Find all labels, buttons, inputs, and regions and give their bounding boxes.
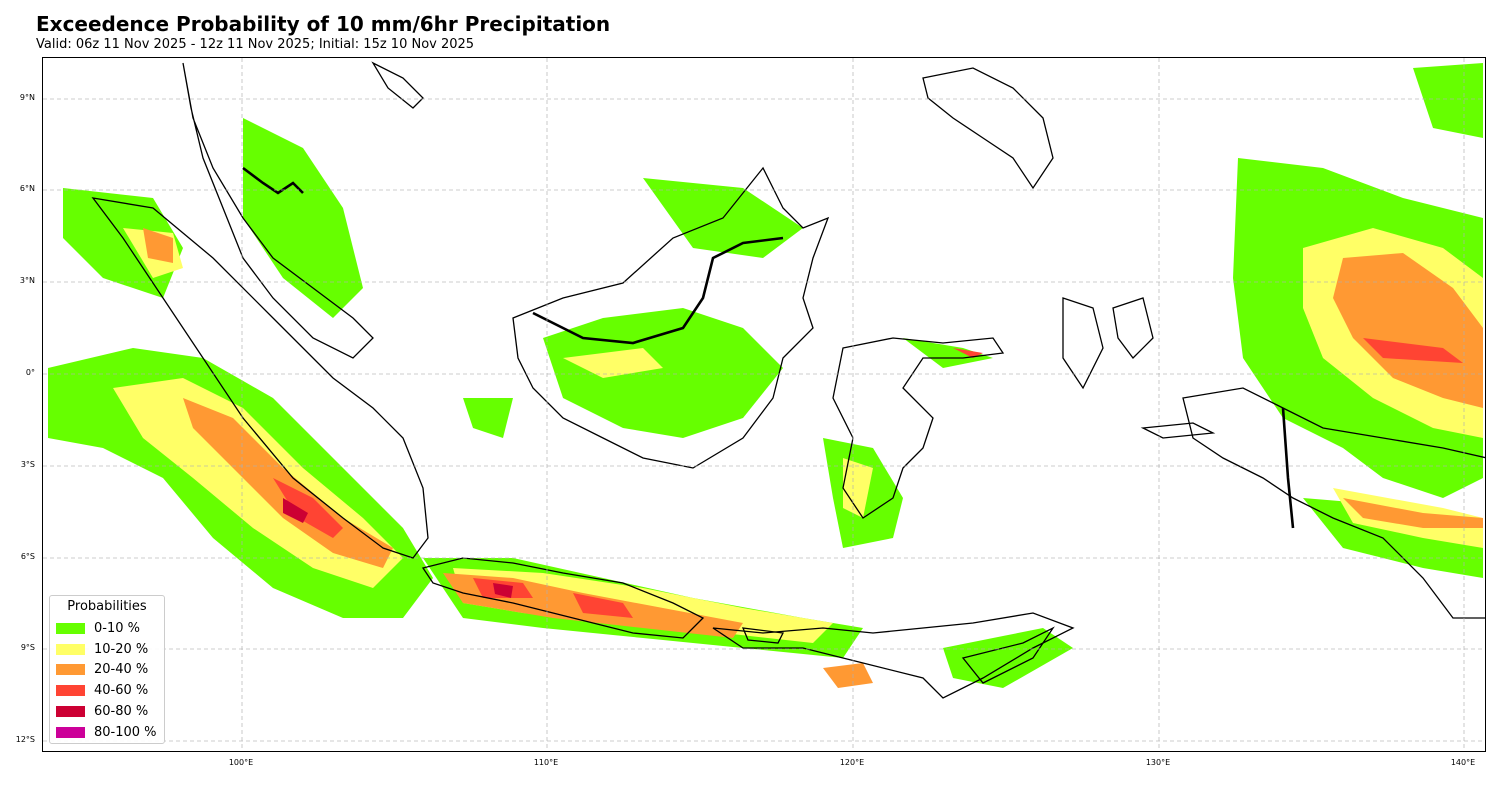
- precip-layer-0-10: [48, 63, 1483, 688]
- map-title: Exceedence Probability of 10 mm/6hr Prec…: [36, 12, 611, 36]
- legend-item-20-40: 20-40 %: [56, 660, 158, 681]
- coastline-java: [421, 557, 705, 639]
- lon-label-110E: 110°E: [533, 758, 559, 767]
- legend-item-80-100: 80-100 %: [56, 722, 158, 743]
- legend-label-60-80: 60-80 %: [94, 704, 149, 720]
- border-papua: [1281, 407, 1295, 529]
- coastline-philippines: [922, 67, 1054, 190]
- border-malaysia-indonesia-borneo: [532, 236, 784, 345]
- coastline-vietnam: [371, 61, 424, 109]
- legend-swatch-20-40: [56, 664, 85, 676]
- legend-swatch-0-10: [56, 622, 85, 634]
- legend-item-10-20: 10-20 %: [56, 639, 158, 660]
- legend-swatch-60-80: [56, 706, 85, 718]
- lat-label-9S: 9°S: [20, 643, 35, 652]
- legend-label-40-60: 40-60 %: [94, 683, 149, 699]
- legend-title: Probabilities: [67, 599, 147, 614]
- coastline-sumatra: [91, 197, 429, 559]
- coastline-halmahera: [1112, 297, 1154, 359]
- legend-swatch-10-20: [56, 643, 85, 655]
- map-subtitle: Valid: 06z 11 Nov 2025 - 12z 11 Nov 2025…: [36, 37, 475, 52]
- coastline-new-guinea: [1182, 387, 1485, 619]
- lon-label-100E: 100°E: [228, 758, 254, 767]
- map-canvas: [43, 58, 1485, 751]
- legend-label-0-10: 0-10 %: [94, 620, 140, 636]
- legend-swatch-80-100: [56, 726, 85, 738]
- lat-label-3N: 3°N: [19, 276, 35, 285]
- coastline-maluku: [1062, 297, 1104, 390]
- legend-item-40-60: 40-60 %: [56, 680, 158, 701]
- legend-label-20-40: 20-40 %: [94, 662, 149, 678]
- coastlines: [91, 61, 1485, 699]
- lat-label-12S: 12°S: [15, 735, 35, 744]
- lon-label-130E: 130°E: [1145, 758, 1171, 767]
- precip-layer-60-80: [283, 498, 513, 598]
- coastline-timor: [961, 626, 1055, 684]
- gridlines: [43, 58, 1485, 751]
- coastline-borneo: [512, 166, 830, 469]
- borders: [242, 166, 1295, 529]
- lat-label-3S: 3°S: [20, 460, 35, 469]
- coastline-lesser-sunda: [712, 612, 1075, 699]
- lat-label-6S: 6°S: [20, 552, 35, 561]
- legend-item-0-10: 0-10 %: [56, 618, 158, 639]
- legend-label-80-100: 80-100 %: [94, 724, 157, 740]
- coastline-sulawesi: [832, 337, 1005, 519]
- coastline-sumbawa: [741, 627, 784, 644]
- lat-label-9N: 9°N: [19, 93, 35, 102]
- lon-label-120E: 120°E: [839, 758, 865, 767]
- border-thailand-malaysia: [242, 166, 304, 195]
- lat-label-0: 0°: [25, 368, 35, 377]
- lat-label-6N: 6°N: [19, 184, 35, 193]
- legend-item-60-80: 60-80 %: [56, 701, 158, 722]
- legend-swatch-40-60: [56, 685, 85, 697]
- legend: Probabilities 0-10 % 10-20 % 20-40 % 40-…: [49, 595, 165, 744]
- lon-label-140E: 140°E: [1450, 758, 1476, 767]
- coastline-seram: [1140, 422, 1216, 439]
- map-panel[interactable]: [42, 57, 1486, 752]
- coastline-malay-peninsula: [182, 62, 374, 359]
- legend-label-10-20: 10-20 %: [94, 641, 149, 657]
